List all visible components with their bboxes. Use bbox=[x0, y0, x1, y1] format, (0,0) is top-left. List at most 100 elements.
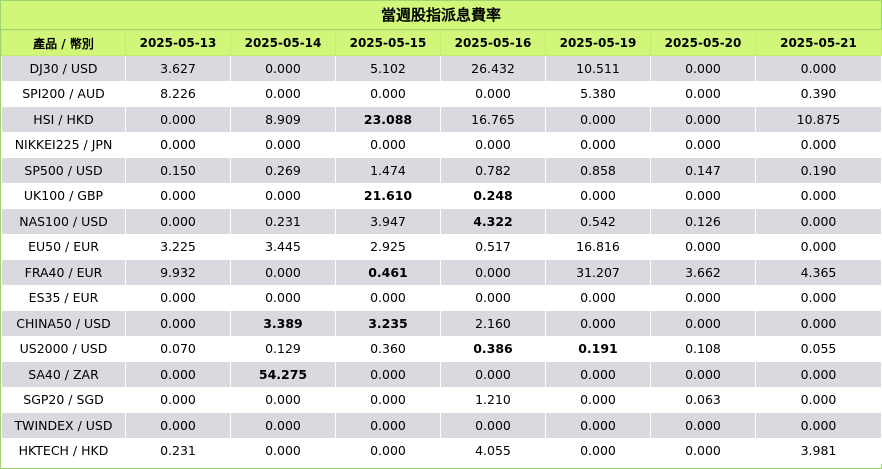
product-cell: SP500 / USD bbox=[1, 157, 126, 184]
rate-cell: 0.000 bbox=[650, 55, 756, 82]
rate-cell: 0.000 bbox=[650, 284, 756, 311]
rate-cell: 0.055 bbox=[755, 335, 882, 362]
table-row: UK100 / GBP 0.000 0.000 21.610 0.248 0.000 0.0… bbox=[1, 182, 882, 209]
rate-cell: 0.000 bbox=[650, 233, 756, 260]
rate-cell: 0.231 bbox=[230, 208, 336, 235]
rate-cell: 10.875 bbox=[755, 106, 882, 133]
rate-cell: 0.269 bbox=[230, 157, 336, 184]
product-cell: EU50 / EUR bbox=[1, 233, 126, 260]
table-row: SPI200 / AUD 8.226 0.000 0.000 0.000 5.380 0.0… bbox=[1, 80, 882, 107]
rate-cell: 0.000 bbox=[125, 106, 231, 133]
product-cell: SGP20 / SGD bbox=[1, 386, 126, 413]
rate-cell: 3.627 bbox=[125, 55, 231, 82]
rate-cell: 0.000 bbox=[230, 437, 336, 464]
rate-cell: 0.000 bbox=[230, 55, 336, 82]
header-product: 產品 / 幣別 bbox=[1, 30, 126, 56]
rate-cell: 0.000 bbox=[230, 182, 336, 209]
product-cell: HKTECH / HKD bbox=[1, 437, 126, 464]
rate-cell: 0.000 bbox=[440, 131, 546, 158]
rate-cell: 0.461 bbox=[335, 259, 441, 286]
table-row: NIKKEI225 / JPN 0.000 0.000 0.000 0.000 0.000… bbox=[1, 131, 882, 158]
table-row: TWINDEX / USD 0.000 0.000 0.000 0.000 0.000 0.… bbox=[1, 412, 882, 439]
rate-cell: 0.000 bbox=[755, 182, 882, 209]
rate-cell: 0.000 bbox=[755, 131, 882, 158]
rate-cell: 0.858 bbox=[545, 157, 651, 184]
rate-cell: 0.000 bbox=[650, 131, 756, 158]
rate-cell: 23.088 bbox=[335, 106, 441, 133]
rate-cell: 0.000 bbox=[335, 412, 441, 439]
rate-cell: 3.389 bbox=[230, 310, 336, 337]
rate-cell: 0.150 bbox=[125, 157, 231, 184]
rate-cell: 21.610 bbox=[335, 182, 441, 209]
rate-cell: 0.000 bbox=[335, 437, 441, 464]
table-row: ES35 / EUR 0.000 0.000 0.000 0.000 0.000 0.000… bbox=[1, 284, 882, 311]
rate-cell: 0.108 bbox=[650, 335, 756, 362]
rate-cell: 5.102 bbox=[335, 55, 441, 82]
rate-cell: 9.932 bbox=[125, 259, 231, 286]
rate-cell: 31.207 bbox=[545, 259, 651, 286]
table-row: HSI / HKD 0.000 8.909 23.088 16.765 0.000 0.00… bbox=[1, 106, 882, 133]
rate-cell: 0.000 bbox=[755, 361, 882, 388]
table-row: NAS100 / USD 0.000 0.231 3.947 4.322 0.542 0.1… bbox=[1, 208, 882, 235]
rate-cell: 0.000 bbox=[650, 412, 756, 439]
rate-cell: 0.000 bbox=[650, 80, 756, 107]
product-cell: SA40 / ZAR bbox=[1, 361, 126, 388]
rate-cell: 0.000 bbox=[755, 310, 882, 337]
header-date: 2025-05-13 bbox=[125, 30, 231, 56]
rate-cell: 3.235 bbox=[335, 310, 441, 337]
rate-cell: 5.380 bbox=[545, 80, 651, 107]
rate-cell: 0.191 bbox=[545, 335, 651, 362]
rate-cell: 0.000 bbox=[230, 284, 336, 311]
rate-cell: 1.474 bbox=[335, 157, 441, 184]
product-cell: NAS100 / USD bbox=[1, 208, 126, 235]
rate-cell: 16.765 bbox=[440, 106, 546, 133]
product-cell: SPI200 / AUD bbox=[1, 80, 126, 107]
rate-cell: 0.000 bbox=[440, 80, 546, 107]
header-date: 2025-05-20 bbox=[650, 30, 756, 56]
rate-cell: 0.000 bbox=[125, 208, 231, 235]
rate-cell: 4.055 bbox=[440, 437, 546, 464]
rate-cell: 0.000 bbox=[125, 412, 231, 439]
rate-cell: 0.542 bbox=[545, 208, 651, 235]
rate-cell: 0.000 bbox=[440, 412, 546, 439]
table-row: EU50 / EUR 3.225 3.445 2.925 0.517 16.816 0.00… bbox=[1, 233, 882, 260]
product-cell: NIKKEI225 / JPN bbox=[1, 131, 126, 158]
rate-cell: 3.947 bbox=[335, 208, 441, 235]
rate-cell: 3.662 bbox=[650, 259, 756, 286]
rate-cell: 0.231 bbox=[125, 437, 231, 464]
product-cell: ES35 / EUR bbox=[1, 284, 126, 311]
rate-cell: 10.511 bbox=[545, 55, 651, 82]
rate-cell: 0.000 bbox=[755, 233, 882, 260]
rate-cell: 0.000 bbox=[650, 437, 756, 464]
rate-cell: 0.000 bbox=[125, 310, 231, 337]
rate-cell: 0.000 bbox=[545, 386, 651, 413]
product-cell: DJ30 / USD bbox=[1, 55, 126, 82]
rate-cell: 0.126 bbox=[650, 208, 756, 235]
table-row: CHINA50 / USD 0.000 3.389 3.235 2.160 0.000 0.… bbox=[1, 310, 882, 337]
rate-cell: 3.981 bbox=[755, 437, 882, 464]
rate-cell: 0.000 bbox=[125, 182, 231, 209]
product-cell: UK100 / GBP bbox=[1, 182, 126, 209]
product-cell: FRA40 / EUR bbox=[1, 259, 126, 286]
table-row: SP500 / USD 0.150 0.269 1.474 0.782 0.858 0.14… bbox=[1, 157, 882, 184]
header-date: 2025-05-16 bbox=[440, 30, 546, 56]
header-date: 2025-05-21 bbox=[755, 30, 882, 56]
rate-cell: 0.000 bbox=[545, 361, 651, 388]
rate-cell: 0.000 bbox=[755, 412, 882, 439]
rate-cell: 0.782 bbox=[440, 157, 546, 184]
header-date: 2025-05-14 bbox=[230, 30, 336, 56]
rate-cell: 4.322 bbox=[440, 208, 546, 235]
table-row: FRA40 / EUR 9.932 0.000 0.461 0.000 31.207 3.6… bbox=[1, 259, 882, 286]
rate-cell: 0.517 bbox=[440, 233, 546, 260]
table-row: SGP20 / SGD 0.000 0.000 0.000 1.210 0.000 0.06… bbox=[1, 386, 882, 413]
rate-cell: 26.432 bbox=[440, 55, 546, 82]
rate-cell: 2.160 bbox=[440, 310, 546, 337]
rate-cell: 0.000 bbox=[335, 386, 441, 413]
rate-cell: 0.000 bbox=[545, 437, 651, 464]
rate-cell: 0.000 bbox=[230, 259, 336, 286]
rate-cell: 0.000 bbox=[335, 80, 441, 107]
rate-cell: 4.365 bbox=[755, 259, 882, 286]
table-body: DJ30 / USD 3.627 0.000 5.102 26.432 10.511 0.0… bbox=[1, 55, 882, 464]
rate-cell: 0.000 bbox=[125, 284, 231, 311]
